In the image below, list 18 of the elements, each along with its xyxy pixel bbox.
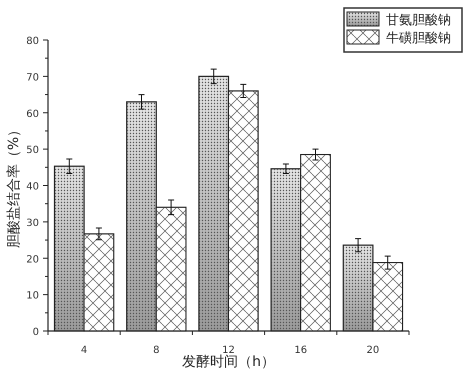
y-tick-label: 50 bbox=[26, 145, 39, 156]
x-tick-label: 8 bbox=[153, 345, 160, 356]
y-tick-label: 80 bbox=[26, 36, 39, 47]
y-tick-label: 70 bbox=[26, 72, 39, 84]
y-tick-label: 0 bbox=[32, 327, 39, 338]
legend-label: 牛磺胆酸钠 bbox=[386, 31, 451, 46]
x-tick-label: 4 bbox=[80, 345, 88, 356]
y-tick-label: 40 bbox=[26, 182, 39, 192]
y-tick-label: 60 bbox=[26, 108, 39, 120]
x-tick-label: 16 bbox=[294, 345, 308, 356]
x-axis-title: 发酵时间（h） bbox=[182, 354, 275, 370]
x-tick-label: 12 bbox=[222, 345, 235, 356]
y-tick-label: 30 bbox=[26, 218, 39, 229]
legend-label: 甘氨胆酸钠 bbox=[386, 13, 451, 28]
y-axis-title: 胆酸盐结合率（%） bbox=[6, 122, 22, 248]
x-tick-label: 20 bbox=[366, 345, 380, 356]
y-tick-label: 20 bbox=[26, 254, 39, 266]
y-tick-label: 10 bbox=[26, 290, 39, 302]
